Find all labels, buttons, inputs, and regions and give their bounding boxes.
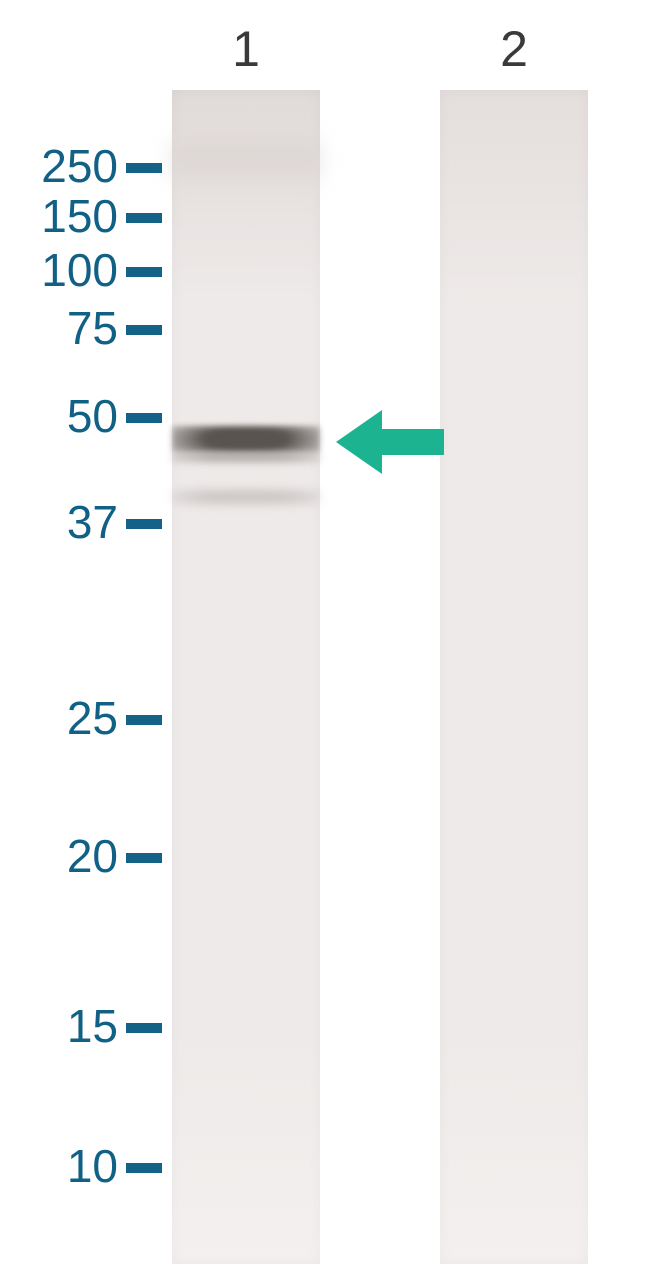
mw-tick-37 xyxy=(126,519,162,529)
lane1-band-0 xyxy=(172,426,320,452)
arrow-head-icon xyxy=(336,410,382,474)
mw-label-20: 20 xyxy=(0,833,118,879)
arrow-shaft xyxy=(382,429,444,455)
target-band-arrow xyxy=(336,410,444,474)
mw-label-250: 250 xyxy=(0,143,118,189)
mw-tick-100 xyxy=(126,267,162,277)
blot-figure: 1 2 250150 100 75 50 37 25 20 15 10 xyxy=(0,0,650,1270)
lane1-header: 1 xyxy=(172,20,320,78)
mw-label-75: 75 xyxy=(0,305,118,351)
mw-tick-250 xyxy=(126,163,162,173)
lane1-band-3 xyxy=(172,140,320,180)
mw-tick-50 xyxy=(126,413,162,423)
mw-label-25: 25 xyxy=(0,695,118,741)
mw-tick-10 xyxy=(126,1163,162,1173)
mw-tick-150 xyxy=(126,213,162,223)
mw-label-10: 10 xyxy=(0,1143,118,1189)
mw-label-100: 100 xyxy=(0,247,118,293)
mw-tick-25 xyxy=(126,715,162,725)
lane1-band-2 xyxy=(172,490,320,504)
lane2-strip xyxy=(440,90,588,1264)
mw-label-37: 37 xyxy=(0,499,118,545)
lane1-band-1 xyxy=(172,452,320,462)
mw-label-50: 50 xyxy=(0,393,118,439)
lane1-strip xyxy=(172,90,320,1264)
mw-tick-20 xyxy=(126,853,162,863)
mw-tick-75 xyxy=(126,325,162,335)
mw-label-150: 150 xyxy=(0,193,118,239)
mw-label-15: 15 xyxy=(0,1003,118,1049)
mw-tick-15 xyxy=(126,1023,162,1033)
lane2-header: 2 xyxy=(440,20,588,78)
